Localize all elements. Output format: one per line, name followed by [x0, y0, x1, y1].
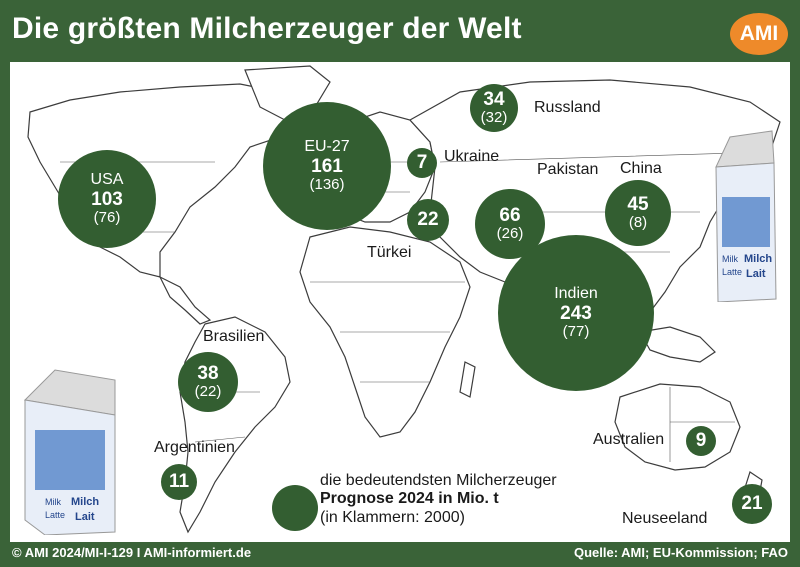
country-prev-value: (76): [93, 209, 121, 227]
country-name: USA: [90, 171, 124, 189]
milk-carton-icon: Milk Milch Latte Lait: [23, 369, 116, 535]
australia-shape: [614, 383, 741, 471]
country-prev-value: (26): [496, 225, 524, 243]
bubble-argentinien: 11: [161, 464, 197, 500]
carton-latte-label: Latte: [45, 510, 65, 520]
ami-logo: AMI: [730, 13, 788, 55]
southeast-asia-shape: [639, 326, 716, 363]
country-value: 45: [627, 193, 649, 215]
map-panel: USA 103 (76) EU-27 161 (136) 34 (32) Rus…: [10, 62, 790, 542]
country-value: 161: [311, 155, 343, 177]
milk-carton-icon: Milk Milch Latte Lait: [715, 130, 777, 302]
country-value: 7: [416, 152, 428, 174]
label-china: China: [620, 160, 662, 177]
bubble-china: 45 (8): [605, 180, 671, 246]
legend-line-1: die bedeutendsten Milcherzeuger: [320, 472, 557, 489]
country-value: 243: [560, 302, 592, 324]
label-argentinien: Argentinien: [154, 439, 235, 456]
bubble-brasilien: 38 (22): [178, 352, 238, 412]
carton-milch-label: Milch: [71, 496, 99, 508]
carton-latte-label: Latte: [722, 267, 742, 277]
bubble-ukraine: 7: [407, 148, 437, 178]
bubble-tuerkei: 22: [407, 199, 449, 241]
label-brasilien: Brasilien: [203, 328, 265, 345]
label-australien: Australien: [593, 431, 665, 448]
country-prev-value: (8): [628, 214, 648, 232]
carton-milk-label: Milk: [722, 254, 738, 264]
legend-circle: [272, 485, 318, 531]
legend-line-3: (in Klammern: 2000): [320, 508, 465, 526]
world-map: [27, 65, 781, 534]
country-name: Indien: [554, 285, 598, 303]
label-russland: Russland: [534, 99, 601, 116]
country-value: 21: [741, 493, 763, 515]
label-neuseeland: Neuseeland: [622, 510, 708, 527]
label-ukraine: Ukraine: [444, 148, 500, 165]
central-america-shape: [158, 275, 212, 325]
label-pakistan: Pakistan: [537, 161, 599, 178]
bubble-indien: Indien 243 (77): [498, 235, 654, 391]
bubble-australien: 9: [686, 426, 716, 456]
bubble-neuseeland: 21: [732, 484, 772, 524]
bubble-eu27: EU-27 161 (136): [263, 102, 391, 230]
country-name: EU-27: [304, 138, 350, 156]
madagascar-shape: [459, 361, 476, 398]
carton-milk-label: Milk: [45, 497, 61, 507]
country-value: 22: [417, 209, 439, 231]
country-value: 34: [483, 88, 505, 110]
legend: die bedeutendsten Milcherzeuger Prognose…: [320, 472, 557, 527]
bubble-usa: USA 103 (76): [58, 150, 156, 248]
page-title: Die größten Milcherzeuger der Welt: [12, 12, 522, 45]
country-prev-value: (32): [480, 109, 508, 127]
country-value: 103: [91, 188, 123, 210]
country-value: 38: [197, 362, 219, 384]
country-value: 66: [499, 204, 521, 226]
country-prev-value: (136): [309, 176, 345, 194]
country-value: 9: [695, 430, 707, 452]
label-tuerkei: Türkei: [367, 244, 412, 261]
carton-lait-label: Lait: [746, 268, 766, 280]
carton-lait-label: Lait: [75, 511, 95, 523]
bubble-russland: 34 (32): [470, 84, 518, 132]
country-prev-value: (77): [562, 323, 590, 341]
legend-line-2: Prognose 2024 in Mio. t: [320, 490, 499, 508]
footer-source: Quelle: AMI; EU-Kommission; FAO: [573, 545, 788, 560]
footer-copyright: © AMI 2024/MI-I-129 I AMI-informiert.de: [12, 545, 252, 560]
country-value: 11: [168, 471, 190, 493]
carton-milch-label: Milch: [744, 253, 772, 265]
country-prev-value: (22): [194, 383, 222, 401]
